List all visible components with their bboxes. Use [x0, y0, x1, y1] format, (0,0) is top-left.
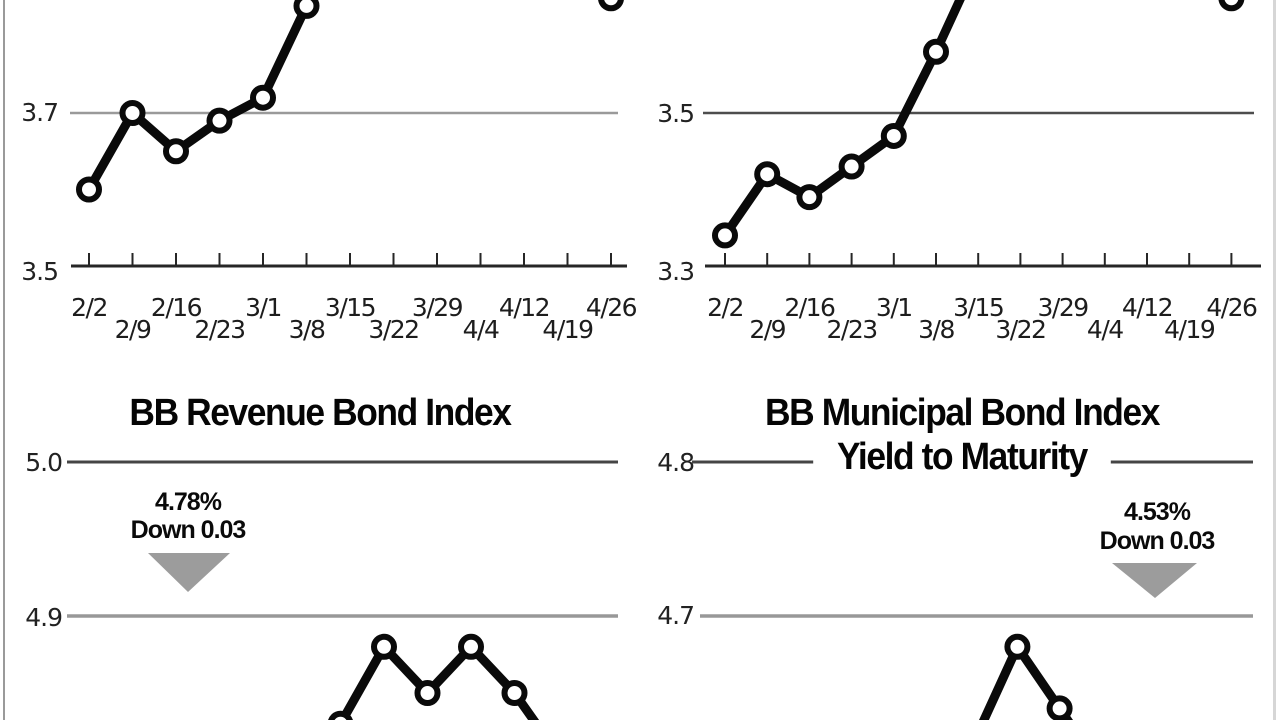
- data-point-marker: [250, 84, 276, 111]
- data-point-marker: [1218, 0, 1245, 12]
- data-point-marker: [328, 710, 353, 720]
- data-point-marker: [1004, 633, 1031, 660]
- chart-title: BB Revenue Bond Index: [129, 392, 512, 434]
- x-axis-date-label: 3/1: [875, 293, 913, 322]
- data-point-marker: [163, 138, 189, 165]
- y-axis-label: 4.9: [25, 603, 63, 632]
- x-axis-date-label: 3/8: [288, 315, 326, 344]
- left-border: [3, 0, 5, 720]
- x-axis-date-label: 3/22: [995, 315, 1047, 344]
- x-axis-date-label: 3/29: [1037, 293, 1090, 322]
- chart-title: BB Municipal Bond Index: [765, 392, 1160, 434]
- data-point-marker: [501, 680, 528, 706]
- y-axis-label: 4.7: [657, 601, 695, 630]
- y-axis-label: 3.3: [657, 257, 695, 286]
- latest-value-label: 4.78%: [155, 488, 222, 516]
- x-axis-date-label: 3/1: [245, 293, 282, 322]
- data-point-marker: [838, 153, 865, 180]
- x-axis-date-label: 3/8: [918, 315, 955, 344]
- x-axis-date-label: 2/16: [784, 293, 836, 322]
- chart-subtitle: Yield to Maturity: [683, 437, 1241, 477]
- data-point-marker: [119, 100, 146, 126]
- right-border: [1273, 0, 1276, 720]
- x-axis-date-label: 4/19: [542, 315, 594, 344]
- line-series: [337, 642, 540, 720]
- x-axis-date-label: 2/9: [114, 315, 152, 344]
- data-point-marker: [371, 633, 397, 660]
- data-point-marker: [712, 222, 738, 249]
- data-point-marker: [458, 633, 484, 660]
- y-axis-label: 3.5: [657, 99, 695, 128]
- data-point-marker: [76, 176, 102, 203]
- x-axis-date-label: 2/16: [150, 293, 203, 322]
- x-axis-date-label: 3/15: [953, 293, 1005, 322]
- y-axis-label: 3.5: [21, 257, 59, 286]
- x-axis-date-label: 4/12: [1121, 293, 1174, 322]
- data-point-marker: [293, 0, 320, 19]
- data-point-marker: [598, 0, 624, 12]
- x-axis-date-label: 3/22: [368, 315, 420, 344]
- x-axis-date-label: 4/4: [1086, 315, 1124, 344]
- change-label: Down 0.03: [1099, 527, 1216, 555]
- data-point-marker: [923, 38, 949, 65]
- data-point-marker: [880, 122, 907, 149]
- change-label: Down 0.03: [130, 516, 247, 544]
- data-point-marker: [206, 107, 233, 134]
- latest-value-label: 4.53%: [1124, 498, 1191, 526]
- x-axis-date-label: 3/29: [411, 293, 464, 322]
- y-axis-label: 3.7: [21, 98, 59, 127]
- y-axis-label: 5.0: [25, 448, 63, 477]
- x-axis-date-label: 2/2: [707, 293, 744, 322]
- x-axis-date-label: 4/26: [585, 293, 638, 322]
- down-arrow-icon: [148, 553, 230, 592]
- data-point-marker: [1046, 695, 1073, 720]
- data-point-marker: [754, 161, 781, 188]
- down-arrow-icon: [1112, 563, 1197, 598]
- line-series: [85, 0, 608, 192]
- x-axis-date-label: 2/2: [71, 293, 108, 322]
- x-axis-date-label: 4/19: [1164, 315, 1216, 344]
- x-axis-date-label: 3/15: [324, 293, 377, 322]
- x-axis-date-label: 4/4: [462, 315, 500, 344]
- x-axis-date-label: 4/26: [1206, 293, 1258, 322]
- x-axis-date-label: 2/9: [749, 315, 786, 344]
- data-point-marker: [796, 184, 823, 211]
- x-axis-date-label: 2/23: [826, 315, 879, 344]
- y-axis-label: 4.8: [657, 448, 695, 477]
- data-point-marker: [414, 680, 441, 706]
- x-axis-date-label: 2/23: [194, 315, 246, 344]
- x-axis-date-label: 4/12: [498, 293, 551, 322]
